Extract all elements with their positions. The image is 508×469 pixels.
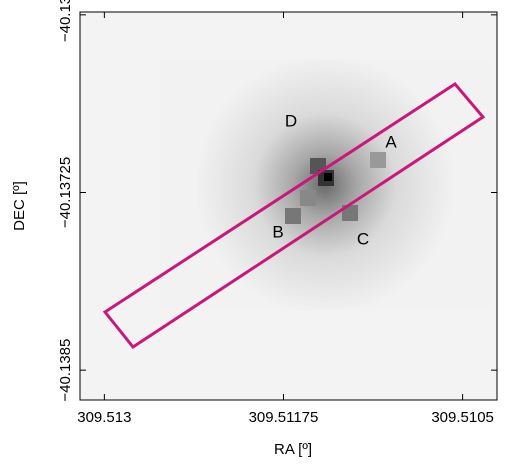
- x-tick-label: 309.513: [77, 409, 131, 426]
- component-label: D: [285, 111, 297, 130]
- component-label: B: [272, 222, 283, 241]
- slit: [102, 82, 486, 350]
- y-axis-label: DEC [º]: [11, 181, 28, 231]
- component-label: A: [385, 132, 397, 151]
- y-tick-label: −40.136: [57, 0, 74, 42]
- y-tick-label: −40.1385: [57, 339, 74, 402]
- plot-frame: [79, 11, 498, 401]
- x-tick-label: 309.5105: [431, 409, 494, 426]
- x-axis-label: RA [º]: [274, 441, 312, 458]
- y-tick-label: −40.13725: [57, 157, 74, 228]
- component-label: C: [357, 229, 369, 248]
- x-tick-label: 309.51175: [249, 409, 319, 426]
